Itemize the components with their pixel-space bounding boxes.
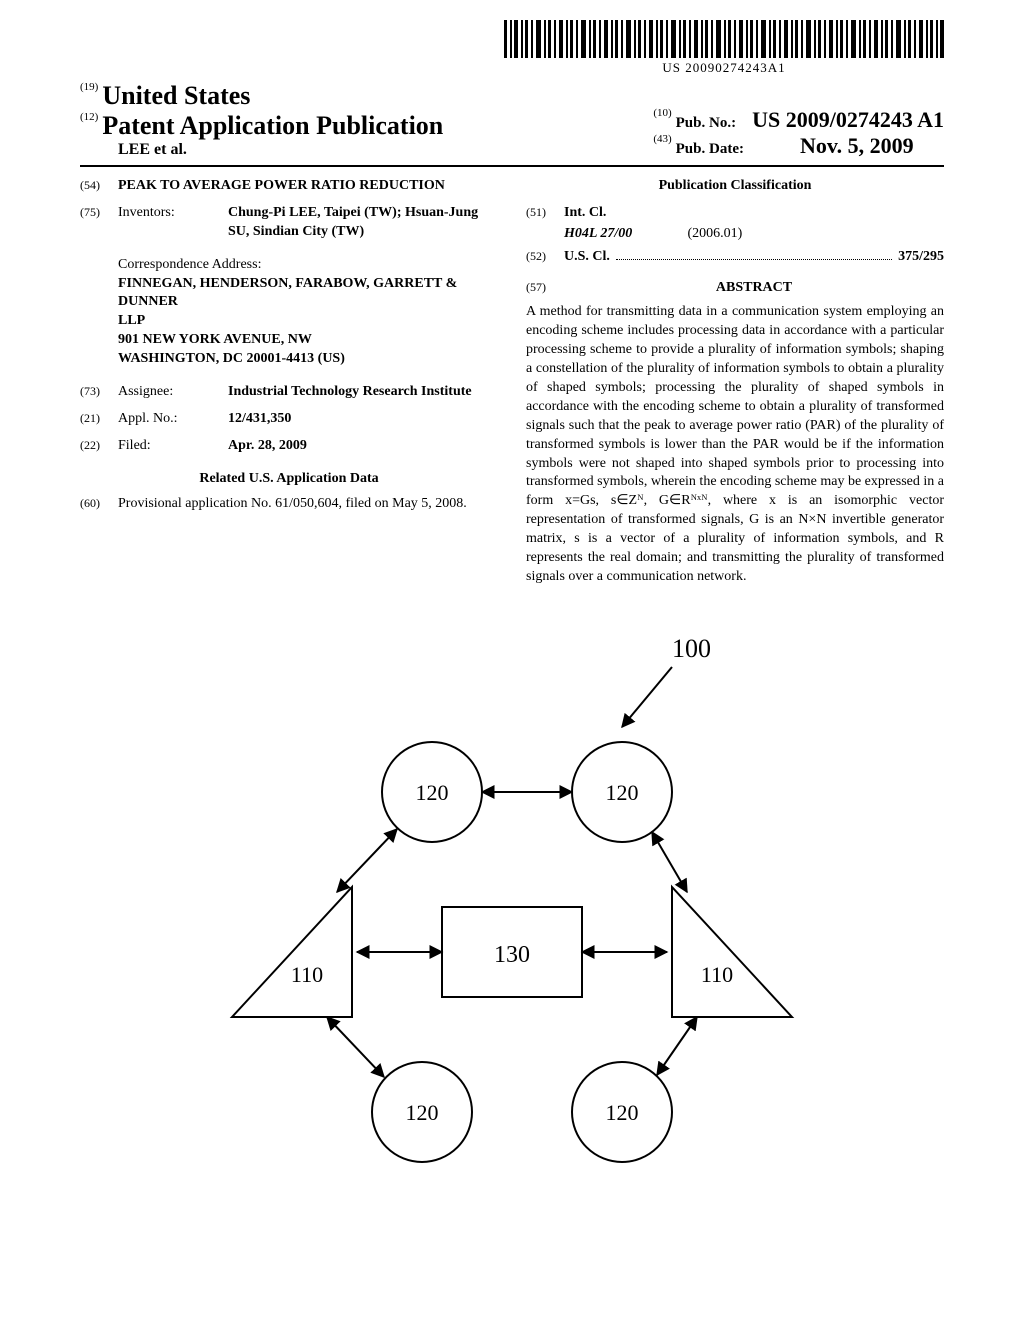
fig-node-130: 130 <box>494 942 530 968</box>
figure-1: 100 130 110 110 120 120 120 <box>80 617 944 1182</box>
related-heading: Related U.S. Application Data <box>80 470 498 489</box>
uscl-dots <box>616 249 892 260</box>
intcl-date: (2006.01) <box>688 226 743 241</box>
uscl-label: U.S. Cl. <box>564 248 610 267</box>
right-column: Publication Classification (51) Int. Cl.… <box>526 177 944 587</box>
intcl-code: H04L 27/00 <box>564 225 684 244</box>
applno-value: 12/431,350 <box>228 410 498 429</box>
code-12: (12) <box>80 111 98 123</box>
assignee-value: Industrial Technology Research Institute <box>228 383 498 402</box>
code-51: (51) <box>526 204 564 223</box>
code-21: (21) <box>80 410 118 429</box>
pubdate-value: Nov. 5, 2009 <box>800 133 914 158</box>
code-19: (19) <box>80 81 98 93</box>
pubno-value: US 2009/0274243 A1 <box>752 107 944 132</box>
fig-node-120-tr: 120 <box>606 780 639 805</box>
code-60: (60) <box>80 495 118 514</box>
code-54: (54) <box>80 177 118 196</box>
code-57: (57) <box>526 279 564 295</box>
pubdate-label: Pub. Date: <box>676 141 744 157</box>
barcode-graphic: US 20090274243A1 <box>504 20 944 76</box>
header: (19) United States (12) Patent Applicati… <box>80 81 944 167</box>
code-10: (10) <box>653 107 671 119</box>
barcode-text: US 20090274243A1 <box>504 60 944 76</box>
fig-node-110-right: 110 <box>701 962 733 987</box>
fig-node-120-tl: 120 <box>416 780 449 805</box>
applno-label: Appl. No.: <box>118 410 228 429</box>
code-75: (75) <box>80 204 118 242</box>
left-column: (54) PEAK TO AVERAGE POWER RATIO REDUCTI… <box>80 177 498 587</box>
inventors-label: Inventors: <box>118 204 228 242</box>
invention-title: PEAK TO AVERAGE POWER RATIO REDUCTION <box>118 177 445 196</box>
country: United States <box>102 81 250 110</box>
fig-node-110-left: 110 <box>291 962 323 987</box>
abstract-body: A method for transmitting data in a comm… <box>526 303 944 586</box>
intcl-label: Int. Cl. <box>564 204 606 223</box>
code-52: (52) <box>526 248 564 264</box>
code-22: (22) <box>80 437 118 456</box>
assignee-label: Assignee: <box>118 383 228 402</box>
fig-ref-label: 100 <box>672 634 711 663</box>
filed-label: Filed: <box>118 437 228 456</box>
code-43: (43) <box>653 133 671 145</box>
code-73: (73) <box>80 383 118 402</box>
pubno-label: Pub. No.: <box>676 115 736 131</box>
classification-heading: Publication Classification <box>526 177 944 196</box>
filed-value: Apr. 28, 2009 <box>228 437 498 456</box>
publication-type: Patent Application Publication <box>102 111 443 140</box>
abstract-heading: ABSTRACT <box>564 279 944 298</box>
correspondence-body: FINNEGAN, HENDERSON, FARABOW, GARRETT & … <box>118 275 498 369</box>
author-line: LEE et al. <box>118 141 443 159</box>
provisional-text: Provisional application No. 61/050,604, … <box>118 495 498 514</box>
fig-node-120-br: 120 <box>606 1100 639 1125</box>
uscl-value: 375/295 <box>898 248 944 267</box>
correspondence-label: Correspondence Address: <box>118 256 498 275</box>
barcode-block: US 20090274243A1 <box>80 20 944 77</box>
fig-node-120-bl: 120 <box>406 1100 439 1125</box>
inventors-value: Chung-Pi LEE, Taipei (TW); Hsuan-Jung SU… <box>228 204 498 242</box>
